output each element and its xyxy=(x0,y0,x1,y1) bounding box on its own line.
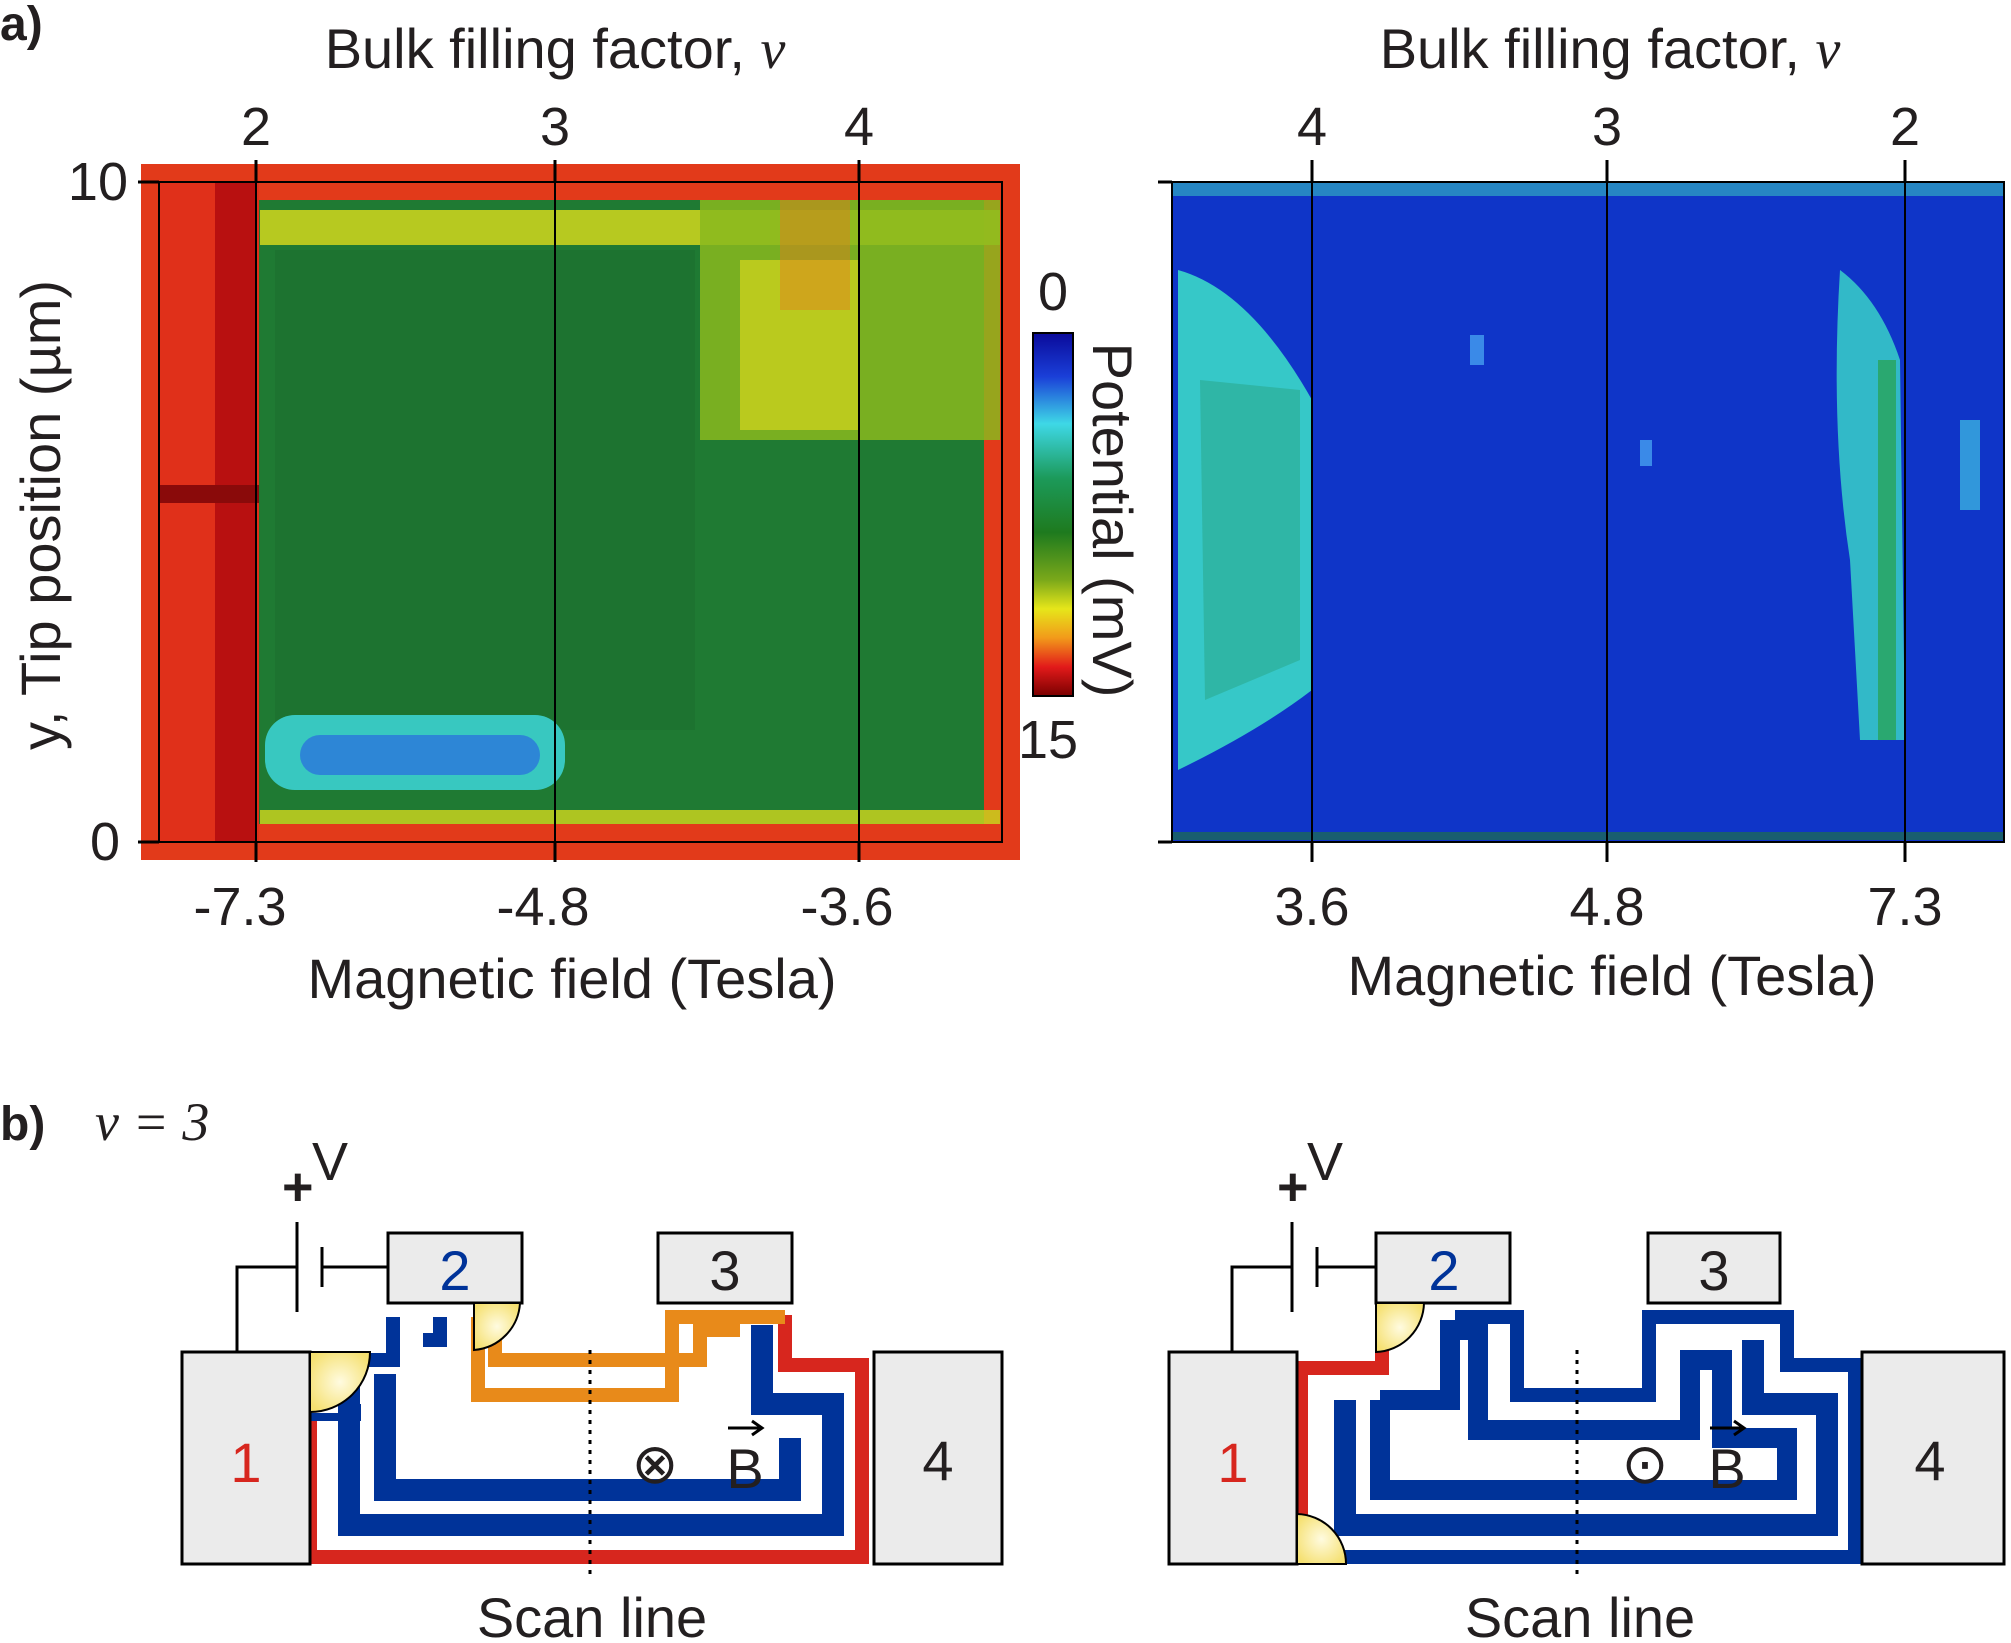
right-plus-sign: + xyxy=(1277,1157,1309,1217)
left-y-tick-label: 10 xyxy=(68,152,128,212)
right-top-axis-title: Bulk filling factor, ν xyxy=(1380,17,1841,81)
left-top-axis-title: Bulk filling factor, ν xyxy=(325,17,786,81)
left-field-symbol: ⊗ xyxy=(632,1432,679,1495)
panel-b-label: b) xyxy=(0,1098,45,1151)
right-contact-1: 1 xyxy=(1217,1431,1248,1494)
right-voltage-label: V xyxy=(1307,1132,1343,1192)
left-b-label: B xyxy=(726,1437,763,1500)
left-contact-2: 2 xyxy=(439,1239,470,1302)
colorbar-title: Potential (mV) xyxy=(1081,343,1144,698)
left-contact-3: 3 xyxy=(709,1239,740,1302)
left-y-tick-label: 0 xyxy=(90,812,120,872)
left-top-tick-label: 2 xyxy=(241,97,271,157)
left-plus-sign: + xyxy=(282,1157,314,1217)
right-bottom-tick-label: 7.3 xyxy=(1867,877,1942,937)
right-top-ticks: 4 3 2 xyxy=(1297,97,1920,182)
panel-a-label: a) xyxy=(0,0,43,51)
right-bottom-tick-label: 4.8 xyxy=(1569,877,1644,937)
left-contact-4: 4 xyxy=(922,1429,953,1492)
left-bottom-tick-label: -7.3 xyxy=(193,877,286,937)
left-contact-1: 1 xyxy=(230,1431,261,1494)
left-top-ticks: 2 3 4 xyxy=(241,97,874,182)
left-scan-label: Scan line xyxy=(477,1586,707,1643)
right-bottom-ticks: 3.6 4.8 7.3 xyxy=(1158,180,1943,937)
left-bottom-tick-label: -4.8 xyxy=(496,877,589,937)
right-top-tick-label: 2 xyxy=(1890,97,1920,157)
left-bottom-ticks: -7.3 -4.8 -3.6 xyxy=(193,842,894,937)
colorbar: 0 15 Potential (mV) xyxy=(1018,262,1144,770)
left-bottom-axis-title: Magnetic field (Tesla) xyxy=(307,947,836,1010)
right-bottom-axis-title: Magnetic field (Tesla) xyxy=(1347,944,1876,1007)
right-contact-4: 4 xyxy=(1914,1429,1945,1492)
colorbar-min-label: 0 xyxy=(1038,262,1068,322)
right-device: + V 1 2 3 4 ⊙ B Scan line xyxy=(1167,1132,2006,1643)
right-b-label: B xyxy=(1708,1437,1745,1500)
left-device: + V 1 2 3 4 ⊗ B Scan line xyxy=(180,1132,1004,1643)
left-top-tick-label: 4 xyxy=(844,97,874,157)
right-top-tick-label: 3 xyxy=(1592,97,1622,157)
right-contact-3: 3 xyxy=(1698,1239,1729,1302)
left-heatmap xyxy=(141,164,1020,860)
right-scan-label: Scan line xyxy=(1465,1586,1695,1643)
right-field-symbol: ⊙ xyxy=(1622,1432,1669,1495)
right-bottom-tick-label: 3.6 xyxy=(1274,877,1349,937)
left-y-ticks: 10 0 xyxy=(68,152,159,872)
right-heatmap xyxy=(1171,181,2005,843)
left-bottom-tick-label: -3.6 xyxy=(800,877,893,937)
left-y-axis-title: y, Tip position (µm) xyxy=(9,280,72,750)
left-top-tick-label: 3 xyxy=(540,97,570,157)
right-contact-2: 2 xyxy=(1428,1239,1459,1302)
left-voltage-label: V xyxy=(312,1132,348,1192)
colorbar-max-label: 15 xyxy=(1018,710,1078,770)
right-top-tick-label: 4 xyxy=(1297,97,1327,157)
nu-equals-label: ν = 3 xyxy=(95,1092,209,1152)
